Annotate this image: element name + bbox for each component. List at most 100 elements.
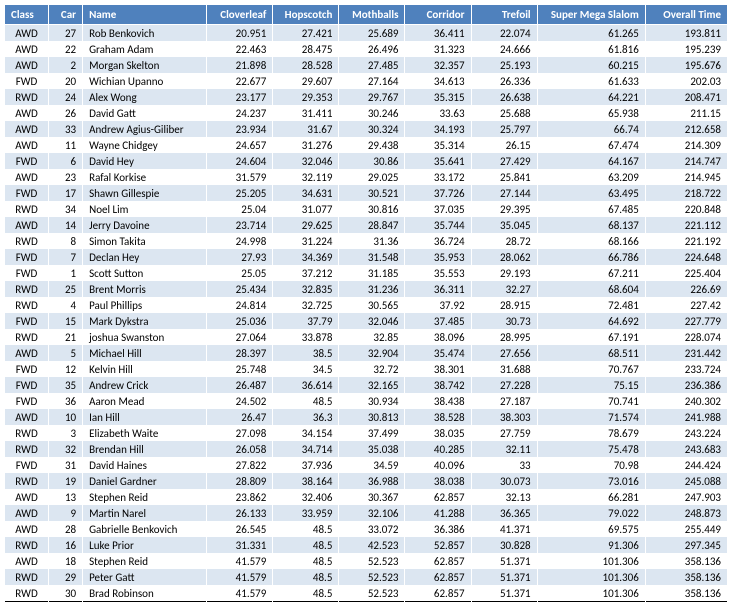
header-row: Class Car Name Cloverleaf Hopscotch Moth… — [5, 5, 728, 25]
table-row: FWD31David Haines27.82237.93634.5940.096… — [5, 457, 728, 473]
cell: Brent Morris — [83, 281, 207, 297]
cell: 35.744 — [405, 217, 471, 233]
cell: 6 — [49, 153, 83, 169]
cell: 68.166 — [537, 233, 645, 249]
cell: 32.72 — [339, 361, 405, 377]
cell: 30.813 — [339, 409, 405, 425]
cell: 27.144 — [471, 185, 537, 201]
cell: 27.485 — [339, 57, 405, 73]
cell: 31.185 — [339, 265, 405, 281]
cell: Andrew Crick — [83, 377, 207, 393]
cell: 30 — [49, 585, 83, 602]
cell: 31.548 — [339, 249, 405, 265]
cell: 233.724 — [645, 361, 727, 377]
cell: 24.666 — [471, 41, 537, 57]
cell: 78.679 — [537, 425, 645, 441]
table-row: AWD23Rafal Korkise31.57932.11929.02533.1… — [5, 169, 728, 185]
cell: 214.945 — [645, 169, 727, 185]
cell: 2 — [49, 57, 83, 73]
table-row: FWD6David Hey24.60432.04630.8635.64127.4… — [5, 153, 728, 169]
cell: 17 — [49, 185, 83, 201]
cell: Simon Takita — [83, 233, 207, 249]
cell: 48.5 — [273, 521, 339, 537]
cell: FWD — [5, 457, 49, 473]
cell: 28 — [49, 521, 83, 537]
cell: 28.915 — [471, 297, 537, 313]
cell: 52.523 — [339, 553, 405, 569]
cell: 68.137 — [537, 217, 645, 233]
cell: 25.748 — [207, 361, 273, 377]
cell: 25.434 — [207, 281, 273, 297]
cell: RWD — [5, 441, 49, 457]
cell: 25.036 — [207, 313, 273, 329]
cell: 66.281 — [537, 489, 645, 505]
cell: 79.022 — [537, 505, 645, 521]
cell: AWD — [5, 137, 49, 153]
cell: 21 — [49, 329, 83, 345]
cell: 27.93 — [207, 249, 273, 265]
cell: AWD — [5, 345, 49, 361]
cell: 30.73 — [471, 313, 537, 329]
cell: 65.938 — [537, 105, 645, 121]
table-row: AWD27Rob Benkovich20.95127.42125.68936.4… — [5, 25, 728, 42]
table-row: RWD21joshua Swanston27.06433.87832.8538.… — [5, 329, 728, 345]
cell: 68.604 — [537, 281, 645, 297]
cell: RWD — [5, 569, 49, 585]
cell: 62.857 — [405, 553, 471, 569]
cell: RWD — [5, 585, 49, 602]
cell: Kelvin Hill — [83, 361, 207, 377]
cell: 27.421 — [273, 25, 339, 42]
cell: 37.212 — [273, 265, 339, 281]
cell: 224.648 — [645, 249, 727, 265]
cell: 34.631 — [273, 185, 339, 201]
cell: 26.487 — [207, 377, 273, 393]
cell: 27.429 — [471, 153, 537, 169]
table-row: AWD26David Gatt24.23731.41130.24633.6325… — [5, 105, 728, 121]
cell: Brad Robinson — [83, 585, 207, 602]
cell: FWD — [5, 73, 49, 89]
cell: 36.988 — [339, 473, 405, 489]
cell: Ian Hill — [83, 409, 207, 425]
cell: 26.638 — [471, 89, 537, 105]
cell: 61.816 — [537, 41, 645, 57]
cell: 27.064 — [207, 329, 273, 345]
cell: Noel Lim — [83, 201, 207, 217]
col-overall: Overall Time — [645, 5, 727, 25]
cell: 243.683 — [645, 441, 727, 457]
cell: 52.523 — [339, 585, 405, 602]
cell: 38.301 — [405, 361, 471, 377]
cell: 48.5 — [273, 585, 339, 602]
cell: 241.988 — [645, 409, 727, 425]
cell: AWD — [5, 553, 49, 569]
cell: 75.478 — [537, 441, 645, 457]
cell: 23 — [49, 169, 83, 185]
cell: AWD — [5, 409, 49, 425]
cell: 70.741 — [537, 393, 645, 409]
cell: 48.5 — [273, 393, 339, 409]
cell: 27.759 — [471, 425, 537, 441]
cell: 34 — [49, 201, 83, 217]
cell: 208.471 — [645, 89, 727, 105]
cell: RWD — [5, 233, 49, 249]
cell: 35.953 — [405, 249, 471, 265]
table-row: RWD32Brendan Hill26.05834.71435.03840.28… — [5, 441, 728, 457]
cell: 9 — [49, 505, 83, 521]
cell: 91.306 — [537, 537, 645, 553]
cell: 60.215 — [537, 57, 645, 73]
cell: 37.485 — [405, 313, 471, 329]
cell: 30.565 — [339, 297, 405, 313]
cell: 25.688 — [471, 105, 537, 121]
cell: AWD — [5, 41, 49, 57]
cell: 37.92 — [405, 297, 471, 313]
table-row: AWD9Martin Narel26.13333.95932.10641.288… — [5, 505, 728, 521]
cell: 27.228 — [471, 377, 537, 393]
cell: 36.411 — [405, 25, 471, 42]
cell: 25.797 — [471, 121, 537, 137]
table-row: AWD10Ian Hill26.4736.330.81338.52838.303… — [5, 409, 728, 425]
cell: 67.485 — [537, 201, 645, 217]
cell: AWD — [5, 105, 49, 121]
cell: 195.676 — [645, 57, 727, 73]
cell: 25.193 — [471, 57, 537, 73]
cell: 13 — [49, 489, 83, 505]
cell: 221.112 — [645, 217, 727, 233]
